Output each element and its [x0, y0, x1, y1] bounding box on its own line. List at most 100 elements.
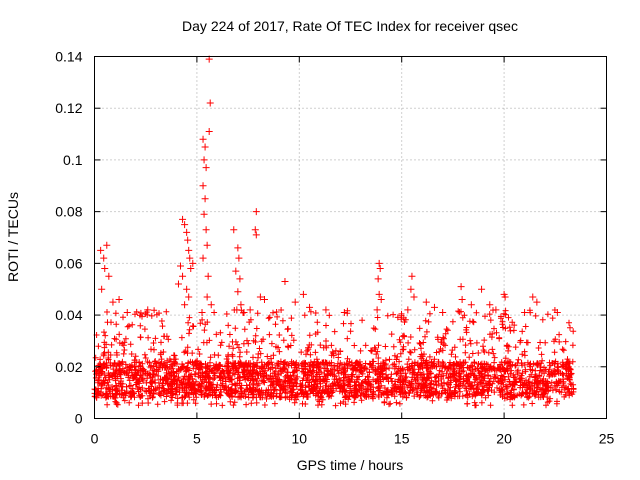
- roti-outlier-point: [103, 241, 111, 249]
- roti-outlier-point: [181, 301, 189, 309]
- roti-outlier-point: [183, 228, 191, 236]
- roti-outlier-point: [252, 208, 260, 216]
- roti-outlier-point: [404, 306, 412, 314]
- roti-outlier-point: [256, 293, 264, 301]
- roti-outlier-point: [233, 306, 241, 314]
- roti-outlier-point: [200, 210, 208, 218]
- roti-outlier-point: [198, 308, 206, 316]
- x-tick-label: 20: [496, 431, 512, 447]
- roti-outlier-point: [115, 296, 123, 304]
- roti-outlier-point: [202, 164, 210, 172]
- y-tick-label: 0.02: [55, 359, 82, 375]
- roti-outlier-point: [553, 308, 561, 316]
- roti-outlier-point: [207, 301, 215, 309]
- grid: [94, 56, 607, 419]
- x-tick-label: 10: [292, 431, 308, 447]
- roti-outlier-point: [201, 143, 209, 151]
- roti-outlier-point: [374, 275, 382, 283]
- y-tick-label: 0.06: [55, 255, 82, 271]
- roti-outlier-point: [377, 296, 385, 304]
- roti-outlier-point: [235, 254, 243, 262]
- roti-outlier-point: [199, 182, 207, 190]
- roti-outlier-point: [234, 288, 242, 296]
- roti-outlier-point: [291, 298, 299, 306]
- roti-outlier-point: [252, 231, 260, 239]
- roti-outlier-point: [467, 301, 475, 309]
- roti-outlier-point: [322, 306, 330, 314]
- y-tick-label: 0: [75, 411, 83, 427]
- roti-outlier-point: [529, 293, 537, 301]
- roti-outlier-point: [205, 127, 213, 135]
- roti-outlier-point: [306, 303, 314, 311]
- y-tick-label: 0.08: [55, 204, 82, 220]
- roti-outlier-point: [407, 285, 415, 293]
- y-tick-label: 0.14: [55, 49, 82, 65]
- roti-outlier-point: [187, 265, 195, 273]
- roti-outlier-point: [430, 303, 438, 311]
- x-tick-label: 0: [91, 431, 99, 447]
- x-axis-label: GPS time / hours: [297, 457, 404, 473]
- roti-outlier-point: [98, 285, 106, 293]
- roti-outlier-point: [260, 296, 268, 304]
- axis-ticks: [94, 56, 607, 419]
- roti-outlier-point: [186, 254, 194, 262]
- roti-outlier-point: [251, 226, 259, 234]
- roti-outlier-point: [109, 298, 117, 306]
- roti-outlier-point: [422, 298, 430, 306]
- roti-outlier-point: [458, 296, 466, 304]
- roti-outlier-point: [501, 293, 509, 301]
- roti-outlier-point: [478, 285, 486, 293]
- roti-outlier-point: [492, 306, 500, 314]
- roti-outlier-point: [179, 215, 187, 223]
- roti-outlier-point: [101, 265, 109, 273]
- roti-outlier-point: [97, 246, 105, 254]
- roti-outlier-point: [240, 308, 248, 316]
- roti-outlier-point: [376, 265, 384, 273]
- roti-band-points: [91, 307, 577, 409]
- y-tick-label: 0.12: [55, 100, 82, 116]
- roti-outlier-point: [174, 280, 182, 288]
- y-axis-label: ROTI / TECUs: [5, 192, 21, 282]
- roti-outlier-point: [200, 156, 208, 164]
- roti-outlier-point: [105, 272, 113, 280]
- y-tick-labels: 0 0.02 0.04 0.06 0.08 0.1 0.12 0.14: [55, 49, 82, 427]
- roti-outlier-point: [246, 306, 254, 314]
- roti-outlier-point: [408, 272, 416, 280]
- roti-outlier-point: [183, 285, 191, 293]
- roti-outlier-point: [237, 301, 245, 309]
- roti-outlier-point: [234, 244, 242, 252]
- roti-outlier-point: [410, 293, 418, 301]
- roti-outlier-point: [232, 267, 240, 275]
- roti-outlier-point: [204, 272, 212, 280]
- y-tick-label: 0.1: [63, 152, 83, 168]
- plot-frame: [94, 56, 607, 419]
- roti-outlier-point: [521, 308, 529, 316]
- roti-outlier-point: [206, 99, 214, 107]
- roti-outlier-point: [201, 195, 209, 203]
- roti-outlier-point: [373, 306, 381, 314]
- roti-outlier-point: [100, 254, 108, 262]
- roti-outlier-point: [439, 308, 447, 316]
- roti-outlier-point: [185, 246, 193, 254]
- x-tick-label: 5: [193, 431, 201, 447]
- x-tick-label: 25: [599, 431, 615, 447]
- roti-outlier-point: [199, 135, 207, 143]
- roti-outlier-point: [203, 293, 211, 301]
- roti-outlier-point: [236, 275, 244, 283]
- roti-outlier-point: [179, 272, 187, 280]
- roti-outlier-point: [281, 277, 289, 285]
- roti-outlier-point: [533, 298, 541, 306]
- roti-outlier-point: [375, 290, 383, 298]
- roti-outlier-point: [144, 306, 152, 314]
- plot-points: [91, 55, 577, 409]
- roti-outlier-point: [299, 290, 307, 298]
- roti-outlier-point: [230, 226, 238, 234]
- roti-outlier-point: [199, 254, 207, 262]
- roti-outlier-point: [375, 259, 383, 267]
- roti-outlier-point: [177, 262, 185, 270]
- x-tick-label: 15: [394, 431, 410, 447]
- roti-outlier-point: [123, 308, 131, 316]
- roti-outlier-point: [457, 283, 465, 291]
- roti-outlier-point: [340, 308, 348, 316]
